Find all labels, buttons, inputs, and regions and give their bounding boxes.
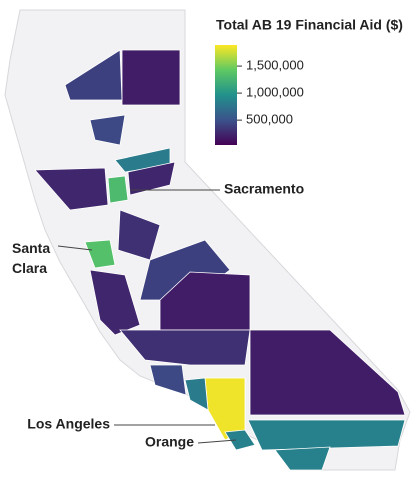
region (84, 239, 116, 269)
legend-title: Total AB 19 Financial Aid ($) (216, 17, 403, 33)
region-label: Los Angeles (27, 416, 110, 432)
region (127, 161, 176, 196)
region (34, 167, 109, 211)
region (184, 377, 209, 411)
region (149, 364, 187, 396)
colorbar-tick-label: 1,500,000 (246, 58, 304, 73)
region-label: Orange (145, 434, 194, 450)
region (119, 329, 251, 366)
region (64, 49, 123, 101)
region (89, 114, 126, 146)
colorbar-tick-label: 500,000 (246, 112, 293, 127)
colorbar (215, 45, 237, 145)
region (159, 271, 251, 331)
region (224, 429, 256, 451)
region (107, 175, 129, 204)
region (274, 446, 331, 471)
region (249, 329, 406, 416)
region (121, 49, 181, 106)
leader-line (197, 439, 237, 444)
region (247, 419, 406, 451)
region-label: Sacramento (224, 181, 304, 197)
leader-line (57, 245, 93, 251)
colorbar-tick-label: 1,000,000 (246, 85, 304, 100)
region-label: Santa Clara (12, 240, 51, 276)
